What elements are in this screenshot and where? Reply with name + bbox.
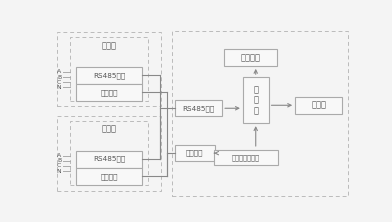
Bar — [56, 32, 162, 106]
Bar — [172, 31, 348, 196]
Bar — [76, 84, 142, 101]
Bar — [175, 145, 214, 161]
Text: A: A — [57, 153, 61, 158]
Bar — [224, 49, 277, 66]
Bar — [76, 168, 142, 185]
Text: RS485接口: RS485接口 — [93, 72, 125, 79]
Text: 处
理
器: 处 理 器 — [253, 85, 258, 115]
Text: 红外端口: 红外端口 — [186, 150, 203, 157]
Text: B: B — [57, 158, 61, 163]
Bar — [76, 151, 142, 168]
Text: 电能表: 电能表 — [102, 41, 116, 50]
Bar — [70, 37, 148, 101]
Text: A: A — [57, 69, 61, 74]
Text: 红外端口: 红外端口 — [100, 173, 118, 180]
Bar — [214, 150, 278, 165]
Text: B: B — [57, 75, 61, 79]
Bar — [175, 100, 222, 116]
Bar — [70, 121, 148, 185]
Text: 电能表: 电能表 — [102, 125, 116, 134]
Text: C: C — [57, 163, 61, 168]
Text: 红外端口: 红外端口 — [100, 89, 118, 96]
Text: RS485接口: RS485接口 — [183, 105, 215, 112]
Text: N: N — [57, 168, 61, 174]
Bar — [295, 97, 342, 114]
Text: 存储器: 存储器 — [311, 101, 326, 110]
Text: RS485接口: RS485接口 — [93, 156, 125, 163]
Text: 显示设备: 显示设备 — [240, 53, 260, 62]
Bar — [76, 67, 142, 84]
Bar — [56, 116, 162, 191]
Text: C: C — [57, 80, 61, 85]
Bar — [243, 77, 269, 123]
Text: N: N — [57, 85, 61, 90]
Text: 与计算机的接口: 与计算机的接口 — [232, 154, 260, 161]
